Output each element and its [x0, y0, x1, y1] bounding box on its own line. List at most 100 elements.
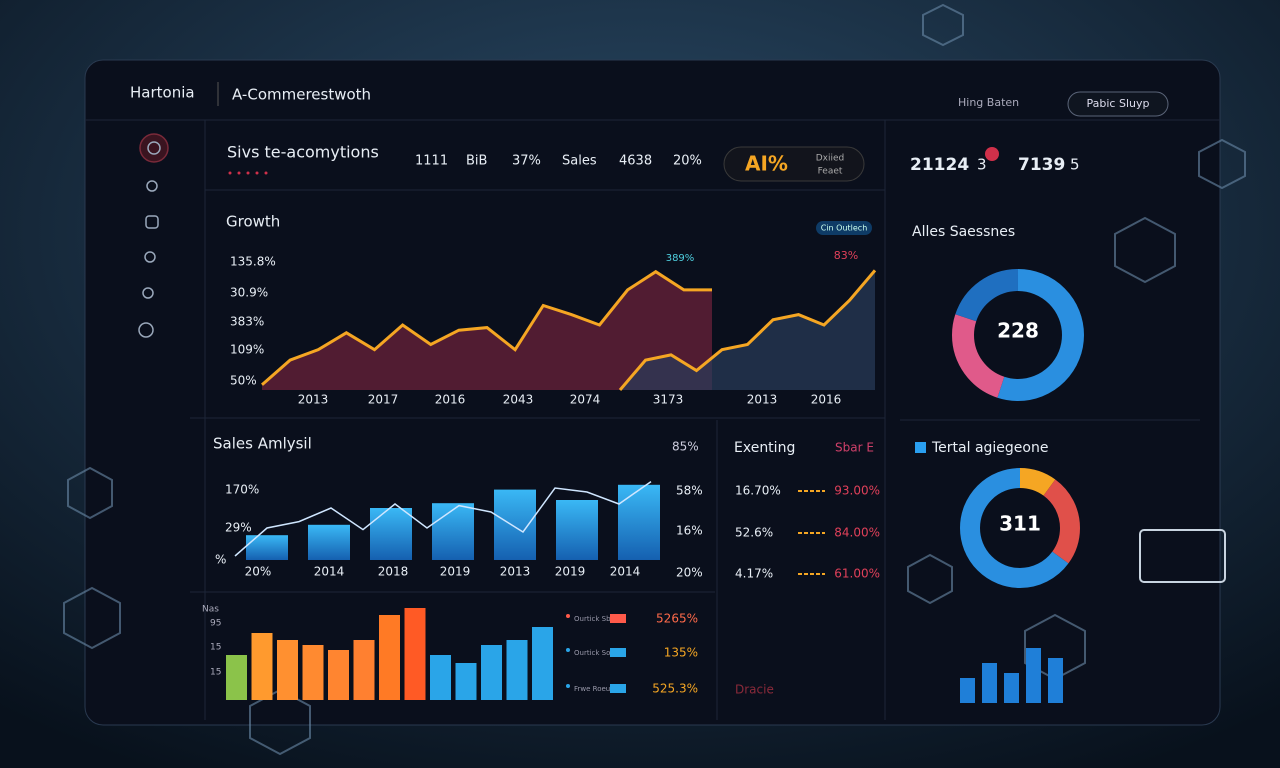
badge-sub: Feaet [818, 167, 843, 177]
x-label: 2016 [811, 393, 842, 407]
bar [481, 645, 502, 700]
legend-name: Ourtick Sbenls [574, 615, 625, 623]
legend-dot [566, 684, 570, 688]
mini-bar [982, 663, 997, 703]
y-label: 29% [225, 521, 252, 535]
right-kpi: 7139 [1018, 155, 1065, 175]
bar [246, 535, 288, 560]
y-label: 20% [676, 566, 703, 580]
corner-label: 85% [672, 440, 699, 454]
x-label: 2013 [747, 393, 778, 407]
y-label: 58% [676, 484, 703, 498]
y-label: 15 [210, 643, 221, 653]
annotation: 389% [666, 253, 695, 264]
bar [226, 655, 247, 700]
row-right: 61.00% [834, 567, 880, 581]
bar [308, 524, 350, 560]
donut-center: 228 [997, 319, 1039, 343]
donut-center: 311 [999, 512, 1041, 536]
y-label: 30.9% [230, 286, 268, 300]
growth-tag [816, 221, 872, 235]
bar [506, 640, 528, 700]
y-label: 383% [230, 315, 264, 329]
kpi-item: 20% [673, 154, 702, 169]
legend-value: 135% [664, 646, 698, 660]
donut-segment [952, 269, 1084, 401]
bar [353, 640, 375, 700]
x-label: 2017 [368, 393, 399, 407]
bar [379, 615, 400, 700]
bar [251, 633, 273, 700]
x-label: 2013 [298, 393, 329, 407]
annotation: 83% [834, 249, 858, 262]
bar [455, 663, 477, 700]
row-left: 4.17% [735, 567, 773, 581]
x-label: 2014 [610, 565, 641, 579]
x-label: 20% [245, 565, 272, 579]
notification-dot [985, 147, 999, 161]
legend-name: Ourtick Soolsy [574, 649, 624, 657]
bar [370, 508, 412, 560]
y-label: 95 [210, 619, 221, 629]
legend-square [915, 442, 926, 453]
x-label: 2019 [555, 565, 586, 579]
kpi-item: 37% [512, 154, 541, 169]
right-kpi: 21124 [910, 155, 969, 175]
y-label: 109% [230, 343, 264, 357]
x-label: 2014 [314, 565, 345, 579]
dot [255, 171, 259, 175]
donut-segment [960, 468, 1080, 588]
kpi-title: Sivs te-acomytions [227, 143, 379, 162]
bar [532, 627, 553, 700]
mini-bar [960, 678, 975, 703]
mini-bar [1026, 648, 1041, 703]
bar [430, 655, 451, 700]
dot [246, 171, 250, 175]
y-label: 50% [230, 374, 257, 388]
tag: Cin Outlech [821, 224, 868, 233]
legend-swatch [610, 614, 626, 623]
bar [556, 500, 598, 560]
panel-borders [85, 119, 1220, 720]
bar [277, 640, 298, 700]
panel-title: Exenting [734, 440, 795, 456]
panel-title: Sales Amlysil [213, 435, 312, 453]
ai-badge[interactable] [723, 146, 865, 182]
panel-title: Alles Saessnes [912, 224, 1015, 240]
y-label: % [215, 553, 226, 567]
bar [302, 645, 324, 700]
bar [618, 484, 660, 560]
x-label: 2043 [503, 393, 534, 407]
x-label: 2018 [378, 565, 409, 579]
brand: Hartonia [130, 84, 195, 102]
donut-segment [960, 468, 1080, 588]
sidebar-icons [138, 133, 169, 338]
dot [228, 171, 232, 175]
kpi-item: BiB [466, 154, 487, 169]
legend-name: Frwe Roeue [574, 685, 615, 693]
panel-title: Growth [226, 213, 280, 231]
line [261, 269, 712, 386]
donut-segment [952, 269, 1084, 401]
x-label: 2074 [570, 393, 601, 407]
x-label: 3173 [653, 393, 684, 407]
y-label: 16% [676, 524, 703, 538]
x-label: 2016 [435, 393, 466, 407]
kpi-item: 1111 [415, 154, 448, 169]
right-kpi: 5 [1070, 156, 1080, 174]
bar [404, 608, 426, 700]
legend-value: 5265% [656, 612, 698, 626]
mini-bar [1048, 658, 1063, 703]
badge-sub: Dxiied [816, 154, 845, 164]
legend-dot [566, 648, 570, 652]
right-kpi: 3 [977, 156, 987, 174]
y-label: 170% [225, 483, 259, 497]
title: A-Commerestwoth [232, 86, 371, 104]
bar [328, 650, 349, 700]
action-button[interactable] [1067, 91, 1169, 117]
menu: Hing Baten [958, 96, 1019, 109]
monitor-icon [1139, 529, 1226, 583]
panel-title: Tertal agiegeone [931, 440, 1048, 456]
row-left: 16.70% [735, 484, 781, 498]
